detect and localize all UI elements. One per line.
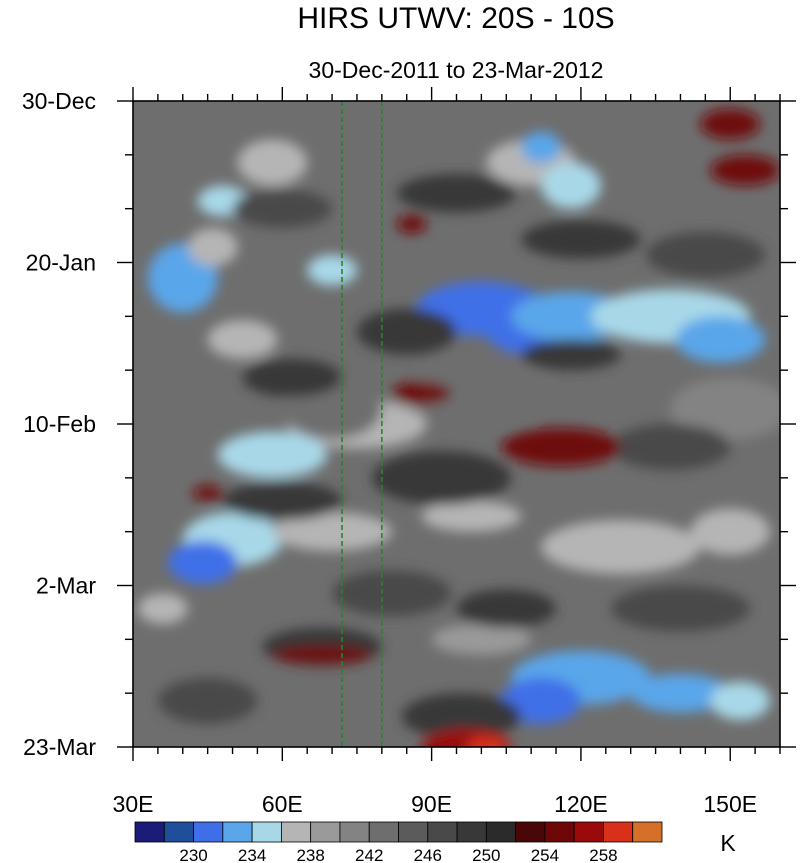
field-contour bbox=[167, 540, 238, 584]
field-contour bbox=[137, 593, 188, 624]
y-tick-label: 20-Jan bbox=[26, 250, 96, 276]
field-contour bbox=[391, 381, 452, 405]
field-contour bbox=[710, 154, 780, 186]
colorbar-swatch bbox=[398, 821, 429, 843]
reference-lines bbox=[341, 101, 383, 747]
x-axis: 30E 60E 90E 120E 150E bbox=[113, 87, 781, 817]
field-contour bbox=[356, 308, 457, 355]
plot-area bbox=[133, 101, 780, 747]
field-contour bbox=[272, 512, 392, 551]
x-tick-label: 120E bbox=[554, 791, 608, 817]
chart-subtitle: 30-Dec-2011 to 23-Mar-2012 bbox=[309, 57, 604, 83]
field-contour bbox=[521, 339, 621, 371]
field-contour bbox=[521, 220, 641, 259]
field-contour bbox=[541, 162, 601, 209]
field-contour bbox=[501, 677, 581, 724]
colorbar-swatch bbox=[544, 821, 575, 843]
colorbar-swatch bbox=[134, 821, 165, 843]
colorbar-swatch bbox=[251, 821, 282, 843]
colorbar-swatch bbox=[632, 821, 663, 843]
colorbar-label: 230 bbox=[179, 846, 207, 863]
colorbar-swatch bbox=[456, 821, 487, 843]
field-contour bbox=[192, 485, 223, 501]
field-contour bbox=[710, 681, 771, 721]
colorbar-swatch bbox=[310, 821, 341, 843]
y-tick-label: 30-Dec bbox=[22, 88, 96, 114]
y-tick-label: 2-Mar bbox=[36, 573, 96, 599]
field-contour bbox=[630, 673, 731, 713]
field-contour bbox=[396, 214, 427, 234]
x-tick-label: 60E bbox=[262, 791, 303, 817]
y-tick-label: 23-Mar bbox=[23, 734, 96, 760]
colorbar-swatch bbox=[163, 821, 194, 843]
field-contour bbox=[610, 424, 731, 471]
field-contour bbox=[670, 377, 780, 440]
field-contour bbox=[401, 693, 522, 740]
colorbar-swatch bbox=[368, 821, 399, 843]
field-contour bbox=[187, 227, 238, 267]
field-contour bbox=[501, 427, 621, 467]
field-contour bbox=[431, 623, 532, 655]
field-contour bbox=[466, 736, 507, 747]
colorbar-label: 234 bbox=[238, 846, 266, 863]
field-contour bbox=[242, 358, 343, 398]
colorbar-swatch bbox=[193, 821, 224, 843]
field-contour bbox=[307, 254, 357, 286]
field-contour bbox=[396, 174, 517, 213]
field-contour bbox=[675, 316, 766, 363]
y-axis: 30-Dec 20-Jan 10-Feb 2-Mar 23-Mar bbox=[22, 88, 796, 760]
field-contour bbox=[521, 131, 562, 163]
field-contour bbox=[332, 570, 452, 617]
colorbar-swatch bbox=[339, 821, 370, 843]
field-contour bbox=[232, 189, 333, 228]
colorbar-swatch bbox=[222, 821, 253, 843]
field-contour bbox=[690, 508, 771, 555]
y-tick-label: 10-Feb bbox=[23, 411, 96, 437]
colorbar-label: 238 bbox=[296, 846, 324, 863]
colorbar-swatch bbox=[485, 821, 517, 843]
colorbar-unit-label: K bbox=[720, 830, 736, 856]
field-contour bbox=[610, 585, 751, 632]
field-contour bbox=[421, 500, 522, 532]
field-contour bbox=[645, 231, 766, 278]
colorbar-label: 246 bbox=[414, 846, 442, 863]
x-tick-label: 150E bbox=[703, 791, 757, 817]
field-contour bbox=[207, 320, 278, 359]
colorbar-label: 258 bbox=[589, 846, 617, 863]
colorbar-swatch bbox=[427, 821, 458, 843]
colorbar-swatch bbox=[280, 821, 312, 843]
field-contour bbox=[456, 589, 557, 628]
field-contour bbox=[217, 431, 328, 478]
colorbar-label: 242 bbox=[355, 846, 383, 863]
field-contour bbox=[237, 139, 308, 186]
field-contour bbox=[411, 362, 552, 424]
field-contour bbox=[541, 520, 701, 574]
colorbar-label: 254 bbox=[531, 846, 559, 863]
colorbar-label: 250 bbox=[472, 846, 500, 863]
chart-title: HIRS UTWV: 20S - 10S bbox=[297, 2, 614, 35]
field-contour bbox=[157, 677, 258, 724]
colorbar-swatch bbox=[573, 821, 604, 843]
colorbar-swatch bbox=[515, 821, 546, 843]
colorbar-swatch bbox=[603, 821, 634, 843]
field-contour bbox=[222, 481, 343, 521]
x-tick-label: 30E bbox=[113, 791, 154, 817]
field-contour bbox=[272, 645, 372, 664]
x-tick-label: 90E bbox=[411, 791, 452, 817]
colorbar: 230 234 238 242 246 250 254 258 bbox=[134, 821, 663, 863]
field-contour bbox=[700, 108, 761, 140]
field-contour bbox=[371, 450, 512, 505]
